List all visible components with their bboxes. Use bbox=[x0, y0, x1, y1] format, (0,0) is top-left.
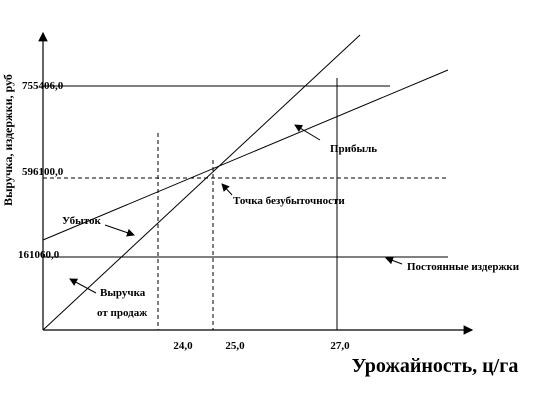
y-label: 755406,0 bbox=[22, 80, 64, 92]
y-label: 161060,0 bbox=[18, 249, 60, 261]
cost-line bbox=[42, 69, 449, 241]
y-axis-title: Выручка, издержки, руб bbox=[1, 74, 15, 206]
x-label: 25,0 bbox=[225, 340, 245, 352]
annotation: Точка безубыточности bbox=[233, 195, 345, 207]
x-axis-title: Урожайность, ц/га bbox=[352, 355, 519, 377]
pointer bbox=[221, 183, 233, 196]
y-label: 596100,0 bbox=[22, 166, 64, 178]
pointer bbox=[294, 124, 321, 141]
annotation: Выручка bbox=[100, 287, 146, 299]
x-label: 24,0 bbox=[173, 340, 193, 352]
annotation: Убыток bbox=[62, 215, 102, 227]
pointer bbox=[69, 278, 97, 294]
annotation: от продаж bbox=[97, 307, 147, 319]
x-label: 27,0 bbox=[330, 340, 350, 352]
pointer bbox=[385, 256, 403, 265]
pointer bbox=[104, 224, 135, 237]
revenue-line bbox=[42, 34, 361, 331]
annotation: Постоянные издержки bbox=[407, 261, 520, 273]
annotation: Прибыль bbox=[330, 143, 377, 155]
